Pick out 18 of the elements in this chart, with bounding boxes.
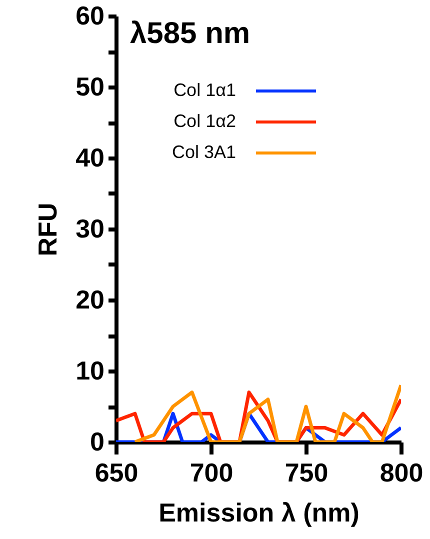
x-tick-label: 800	[380, 458, 424, 488]
chart-title: λ585 nm	[130, 17, 250, 50]
x-tick-label: 750	[284, 458, 328, 488]
x-axis-title: Emission λ (nm)	[158, 498, 360, 528]
x-tick-label: 700	[190, 458, 234, 488]
legend-label: Col 1α1	[174, 80, 236, 100]
legend-label: Col 1α2	[174, 111, 236, 131]
y-axis-title: RFU	[32, 202, 63, 256]
y-tick-label: 10	[76, 356, 104, 386]
y-tick-label: 20	[76, 284, 104, 314]
x-tick-label: 650	[94, 458, 138, 488]
y-tick-label: 60	[76, 0, 104, 30]
y-tick-label: 40	[76, 142, 104, 172]
y-tick-label: 0	[90, 426, 104, 456]
y-tick-label: 30	[76, 214, 104, 244]
line-series	[133, 383, 401, 442]
legend-label: Col 3A1	[172, 142, 236, 162]
y-tick-label: 50	[76, 72, 104, 102]
